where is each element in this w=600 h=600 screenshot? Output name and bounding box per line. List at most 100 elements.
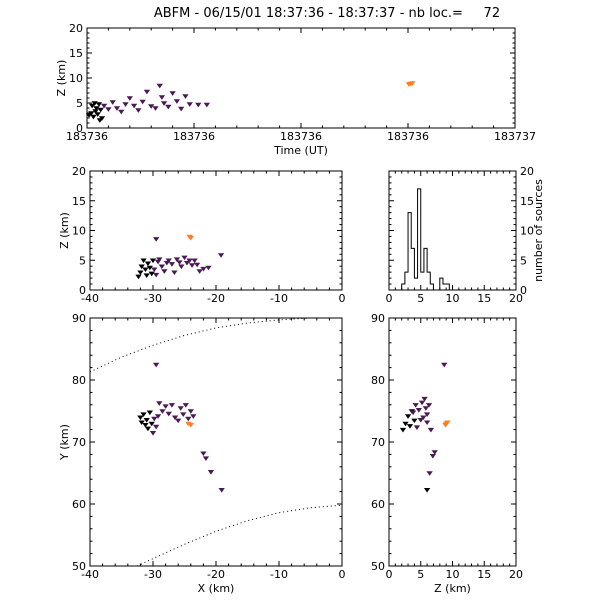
y-tick-label: 10 <box>520 225 534 238</box>
panel-z-y: 0 5 10 15 20 50 60 70 80 90 Z (km) <box>371 312 523 595</box>
histogram-bin <box>446 284 449 290</box>
y-tick-label: 60 <box>72 498 86 511</box>
x-tick-label: 0 <box>339 292 346 305</box>
data-point <box>175 418 182 424</box>
data-point <box>139 99 146 105</box>
data-point <box>146 410 154 416</box>
data-point <box>158 95 166 100</box>
data-point <box>140 258 147 264</box>
data-point <box>165 104 172 110</box>
data-point <box>88 111 95 116</box>
data-point <box>88 103 96 109</box>
y-tick-label: 15 <box>72 195 86 208</box>
data-point <box>431 450 438 455</box>
data-point <box>171 270 178 276</box>
data-point <box>137 415 144 421</box>
reference-curve <box>89 317 342 373</box>
data-point <box>159 409 166 414</box>
data-point <box>156 83 163 89</box>
y-axis-label: Z (km) <box>55 60 68 97</box>
data-point <box>186 102 193 107</box>
data-point <box>137 270 144 276</box>
data-point <box>176 260 183 265</box>
x-tick-label: 0 <box>386 568 393 581</box>
x-tick-label: -10 <box>270 292 288 305</box>
y-tick-label: 60 <box>371 498 385 511</box>
x-axis-label: Time (UT) <box>273 144 328 157</box>
data-point <box>142 267 149 273</box>
y-tick-label: 20 <box>72 165 86 178</box>
x-tick-label: 20 <box>509 568 523 581</box>
y-tick-label: 15 <box>520 195 534 208</box>
data-point <box>92 109 99 114</box>
data-point <box>160 101 168 106</box>
data-point <box>143 417 150 423</box>
data-point <box>409 410 417 416</box>
x-tick-label: 15 <box>477 292 491 305</box>
data-point <box>418 400 426 406</box>
data-point <box>186 258 193 264</box>
data-point <box>187 235 194 241</box>
data-point <box>404 414 412 419</box>
x-tick-label: 183736 <box>280 130 322 143</box>
data-point <box>444 420 451 426</box>
data-point <box>100 103 108 109</box>
data-point <box>441 362 448 368</box>
y-tick-label: 5 <box>76 97 83 110</box>
data-point <box>417 417 424 423</box>
x-tick-label: 183737 <box>494 130 536 143</box>
data-point <box>173 257 181 262</box>
panel-time-height: 183736 183736 183736 183736 183737 0 5 10 15 20 Ti… <box>55 22 536 157</box>
plot-frame <box>89 170 343 291</box>
data-point <box>177 406 184 411</box>
data-point <box>162 404 169 409</box>
data-point <box>161 269 168 274</box>
data-point <box>178 264 185 270</box>
x-tick-label: 183736 <box>387 130 429 143</box>
x-tick-label: -40 <box>81 292 99 305</box>
data-point <box>429 453 436 459</box>
histogram-bin <box>440 278 443 290</box>
data-point <box>151 267 158 273</box>
data-point <box>423 420 431 426</box>
data-point <box>205 265 212 271</box>
y-tick-label: 5 <box>520 254 527 267</box>
data-point <box>203 102 210 108</box>
data-point <box>169 91 176 96</box>
data-point <box>135 274 142 280</box>
data-point <box>182 94 189 99</box>
data-point <box>426 471 433 476</box>
y-tick-label: 15 <box>69 47 83 60</box>
data-point <box>95 102 103 107</box>
data-point <box>185 416 192 422</box>
data-point <box>144 426 152 432</box>
x-tick-label: 5 <box>417 292 424 305</box>
data-point <box>196 269 203 274</box>
y-axis-label: number of sources <box>532 179 545 282</box>
data-point <box>152 106 159 111</box>
y-tick-label: 90 <box>371 312 385 325</box>
data-point <box>148 104 155 109</box>
data-point <box>180 412 187 417</box>
plot-frame <box>388 317 517 567</box>
x-tick-label: -30 <box>144 568 162 581</box>
data-point <box>425 403 433 408</box>
data-point <box>409 81 416 86</box>
y-axis-label: Z (km) <box>58 212 71 249</box>
x-tick-label: 10 <box>446 292 460 305</box>
data-point <box>113 106 121 111</box>
x-axis-label: Z (km) <box>434 582 471 595</box>
y-tick-label: 20 <box>69 22 83 35</box>
data-point <box>146 265 154 271</box>
data-point <box>200 451 207 457</box>
histogram-bin <box>430 284 433 290</box>
y-tick-label: 20 <box>520 165 534 178</box>
data-point <box>118 109 125 115</box>
y-tick-label: 90 <box>72 312 86 325</box>
figure-title: ABFM - 06/15/01 18:37:36 - 18:37:37 - nb… <box>154 6 500 21</box>
data-point <box>149 258 157 264</box>
data-point <box>144 261 152 267</box>
data-point <box>218 488 225 493</box>
